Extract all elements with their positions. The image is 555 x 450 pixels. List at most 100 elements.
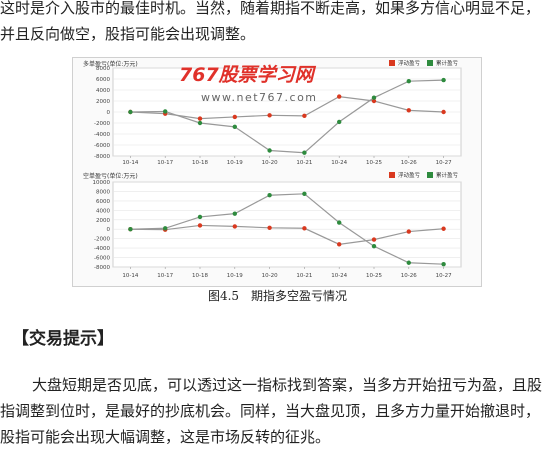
data-point: [197, 223, 203, 228]
legend-label: 累计盈亏: [436, 59, 459, 67]
tip-paragraph-text: 大盘短期是否见底，可以透过这一指标找到答案，当多方开始扭亏为盈，且股指调整到位时…: [0, 376, 543, 446]
legend-swatch: [389, 172, 395, 178]
watermark-logo: 767股票学习网: [179, 64, 317, 86]
data-point: [197, 116, 203, 121]
data-point: [406, 79, 411, 84]
y-tick-label: -2000: [94, 121, 110, 127]
legend-label: 累计盈亏: [436, 171, 459, 179]
data-point: [406, 260, 411, 265]
intro-paragraph: 这时是介入股市的最佳时机。当然，随着期指不断走高，如果多方信心明显不足，并且反向…: [0, 0, 541, 43]
x-tick-label: 10-24: [331, 160, 347, 166]
chart-panel: 多单盈亏(单位:万元) 8000 6000 4000 2000 0 -2000 -4000 -6…: [72, 57, 482, 287]
x-tick-label: 10-18: [192, 160, 208, 166]
data-point: [197, 120, 203, 126]
y-tick-label: -4000: [94, 246, 110, 252]
data-point: [302, 226, 307, 231]
data-point: [371, 237, 377, 242]
x-tick-label: 10-21: [296, 160, 312, 166]
x-tick-label: 10-20: [262, 160, 278, 166]
data-point: [406, 229, 411, 234]
data-point: [232, 211, 237, 216]
data-point: [441, 261, 446, 267]
x-tick-label: 10-19: [227, 160, 243, 166]
y-tick-label: -8000: [94, 154, 110, 160]
plot-area: [112, 181, 462, 268]
series-line: [130, 79, 444, 154]
data-point: [267, 193, 272, 198]
x-tick-label: 10-26: [401, 273, 417, 279]
x-tick-label: 10-18: [192, 273, 208, 279]
chart-title: 空单盈亏(单位:万元): [83, 172, 138, 180]
y-tick-label: 2000: [96, 99, 110, 105]
x-tick-label: 10-25: [366, 160, 382, 166]
y-tick-label: 6000: [96, 77, 110, 83]
data-point: [163, 109, 168, 114]
x-tick-label: 10-27: [436, 160, 452, 166]
x-tick-label: 10-14: [122, 160, 138, 166]
data-point: [441, 109, 446, 115]
legend-swatch: [389, 60, 395, 66]
data-point: [371, 95, 377, 100]
data-point: [371, 98, 377, 104]
legend-swatch: [427, 172, 433, 178]
y-tick-label: 4000: [96, 88, 110, 94]
watermark: 767股票学习网 www.net767.com: [179, 64, 318, 104]
long-pnl-chart: 多单盈亏(单位:万元)8000 6000 4000 2000 0 -2000 -4000 -6…: [83, 59, 462, 166]
x-tick-label: 10-25: [366, 273, 382, 279]
x-tick-label: 10-17: [157, 273, 173, 279]
data-point: [267, 148, 272, 153]
y-tick-label: -2000: [94, 237, 110, 243]
x-tick-label: 10-24: [331, 273, 347, 279]
data-point: [302, 150, 307, 155]
chart-title: 多单盈亏(单位:万元): [83, 60, 138, 68]
long-short-pnl-charts: 多单盈亏(单位:万元)80006000400020000-2000-4000-6…: [83, 59, 462, 279]
data-point: [197, 214, 203, 220]
data-point: [232, 124, 237, 130]
y-tick-label: 6000: [96, 199, 110, 205]
figure-caption: 图4.5 期指多空盈亏情况: [207, 289, 348, 303]
y-tick-label: 0: [107, 110, 111, 116]
x-tick-label: 10-19: [227, 273, 243, 279]
x-tick-label: 10-21: [296, 273, 312, 279]
y-tick-label: 8000: [96, 189, 110, 195]
y-tick-label: 10000: [93, 180, 111, 186]
x-tick-label: 10-14: [122, 273, 138, 279]
series-line: [130, 95, 444, 120]
data-point: [302, 191, 307, 197]
tip-paragraph: 大盘短期是否见底，可以透过这一指标找到答案，当多方开始扭亏为盈，且股指调整到位时…: [0, 372, 553, 450]
x-tick-label: 10-20: [262, 273, 278, 279]
data-point: [232, 224, 237, 229]
data-point: [267, 113, 272, 118]
y-tick-label: 4000: [96, 208, 110, 214]
data-point: [232, 114, 237, 120]
series-line: [130, 224, 444, 245]
data-point: [441, 77, 446, 83]
y-tick-label: 8000: [96, 66, 110, 72]
section-heading: 【交易提示】: [12, 329, 114, 349]
legend-label: 浮动盈亏: [398, 59, 421, 67]
data-point: [337, 220, 342, 225]
data-point: [406, 108, 411, 113]
short-pnl-chart: 空单盈亏(单位:万元)10000 8000 6000 4000 2000 0 -2000 -4…: [83, 171, 462, 279]
x-tick-label: 10-17: [157, 160, 173, 166]
data-point: [337, 119, 342, 125]
data-point: [337, 94, 342, 99]
y-tick-label: -4000: [94, 132, 110, 138]
y-tick-label: -6000: [94, 256, 110, 262]
y-tick-label: 2000: [96, 218, 110, 224]
legend-swatch: [427, 60, 433, 66]
data-point: [302, 113, 307, 119]
legend-label: 浮动盈亏: [398, 171, 421, 179]
x-tick-label: 10-26: [401, 160, 417, 166]
data-point: [128, 109, 133, 115]
x-tick-label: 10-27: [436, 273, 452, 279]
data-point: [337, 242, 342, 247]
data-point: [441, 226, 446, 231]
y-tick-label: -6000: [94, 143, 110, 149]
series-line: [130, 193, 444, 265]
y-tick-label: -8000: [94, 265, 110, 271]
watermark-url: www.net767.com: [201, 91, 318, 104]
y-tick-label: 0: [107, 227, 111, 233]
data-point: [371, 244, 377, 249]
data-point: [267, 225, 272, 231]
